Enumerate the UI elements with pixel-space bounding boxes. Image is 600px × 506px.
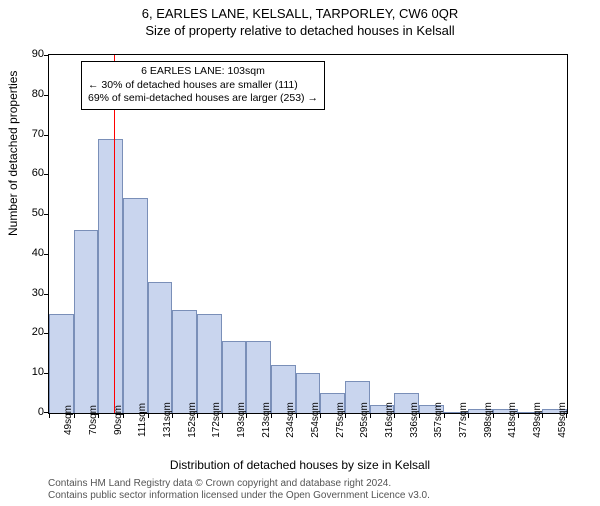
x-tick-label: 70sqm bbox=[88, 405, 99, 435]
x-tick-label: 152sqm bbox=[187, 402, 198, 438]
y-tick-label: 90 bbox=[32, 48, 44, 60]
y-tick bbox=[44, 254, 49, 255]
x-tick-label: 459sqm bbox=[557, 402, 568, 438]
y-tick-label: 0 bbox=[38, 406, 44, 418]
x-tick-label: 439sqm bbox=[532, 402, 543, 438]
x-tick-label: 398sqm bbox=[483, 402, 494, 438]
x-tick-label: 172sqm bbox=[211, 402, 222, 438]
y-tick-label: 20 bbox=[32, 326, 44, 338]
y-tick bbox=[44, 214, 49, 215]
x-tick-label: 90sqm bbox=[113, 405, 124, 435]
x-tick-label: 193sqm bbox=[236, 402, 247, 438]
chart-title-main: 6, EARLES LANE, KELSALL, TARPORLEY, CW6 … bbox=[0, 6, 600, 21]
histogram-bar bbox=[98, 139, 123, 413]
y-tick bbox=[44, 135, 49, 136]
y-axis-label: Number of detached properties bbox=[6, 71, 20, 236]
annotation-line: 6 EARLES LANE: 103sqm bbox=[88, 65, 318, 79]
y-tick bbox=[44, 95, 49, 96]
x-tick-label: 418sqm bbox=[507, 402, 518, 438]
y-tick bbox=[44, 174, 49, 175]
x-tick-label: 316sqm bbox=[384, 402, 395, 438]
y-tick bbox=[44, 294, 49, 295]
annotation-box: 6 EARLES LANE: 103sqm← 30% of detached h… bbox=[81, 61, 325, 110]
annotation-line: ← 30% of detached houses are smaller (11… bbox=[88, 79, 318, 93]
x-tick-label: 275sqm bbox=[335, 402, 346, 438]
x-tick-label: 377sqm bbox=[458, 402, 469, 438]
x-tick-label: 254sqm bbox=[310, 402, 321, 438]
y-tick-label: 70 bbox=[32, 128, 44, 140]
y-tick-label: 60 bbox=[32, 167, 44, 179]
chart-title-sub: Size of property relative to detached ho… bbox=[0, 23, 600, 38]
histogram-bar bbox=[49, 314, 74, 413]
histogram-bar bbox=[172, 310, 197, 413]
footer-line-1: Contains HM Land Registry data © Crown c… bbox=[48, 478, 430, 490]
chart-plot-area: 6 EARLES LANE: 103sqm← 30% of detached h… bbox=[48, 54, 568, 414]
y-tick-label: 50 bbox=[32, 207, 44, 219]
histogram-bar bbox=[74, 230, 99, 413]
histogram-bar bbox=[148, 282, 173, 413]
footer-attribution: Contains HM Land Registry data © Crown c… bbox=[48, 478, 430, 502]
footer-line-2: Contains public sector information licen… bbox=[48, 490, 430, 502]
y-tick bbox=[44, 55, 49, 56]
x-tick-label: 336sqm bbox=[409, 402, 420, 438]
y-tick-label: 10 bbox=[32, 366, 44, 378]
x-tick-label: 295sqm bbox=[359, 402, 370, 438]
y-tick-label: 30 bbox=[32, 287, 44, 299]
y-tick-label: 40 bbox=[32, 247, 44, 259]
x-tick-label: 131sqm bbox=[162, 402, 173, 438]
histogram-bar bbox=[123, 198, 148, 413]
annotation-line: 69% of semi-detached houses are larger (… bbox=[88, 92, 318, 106]
histogram-bar bbox=[197, 314, 222, 413]
x-tick-label: 49sqm bbox=[63, 405, 74, 435]
y-tick-label: 80 bbox=[32, 88, 44, 100]
x-tick-label: 357sqm bbox=[433, 402, 444, 438]
x-tick-label: 213sqm bbox=[261, 402, 272, 438]
x-tick-label: 234sqm bbox=[285, 402, 296, 438]
x-tick-label: 111sqm bbox=[137, 403, 148, 437]
x-tick bbox=[49, 413, 50, 418]
x-axis-label: Distribution of detached houses by size … bbox=[0, 458, 600, 472]
